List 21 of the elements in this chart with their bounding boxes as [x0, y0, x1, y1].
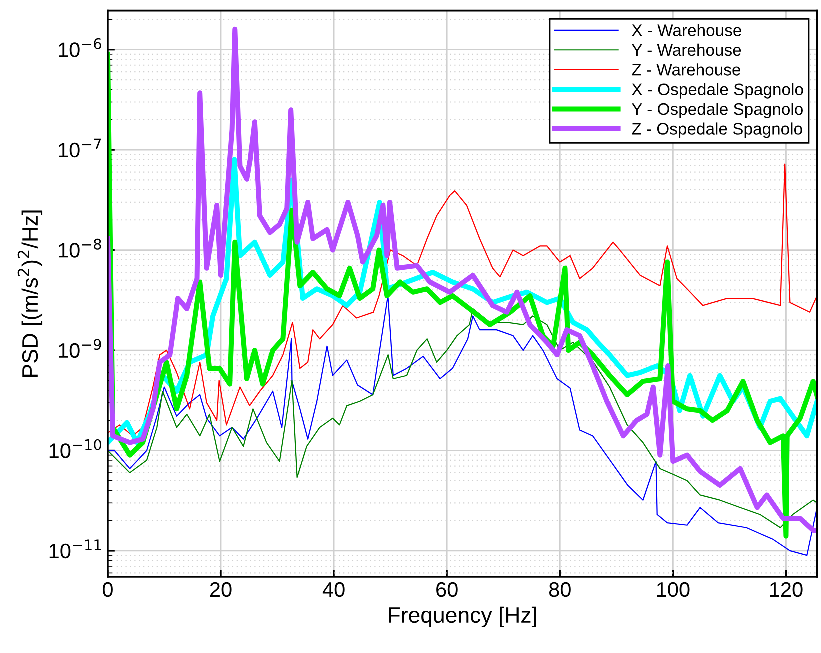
- y-axis-title: PSD [(m/s$^{2}$)$^{2}$/Hz]: [18, 210, 43, 377]
- y-tick-label: 10$^{−9}$: [59, 339, 102, 358]
- y-tick-label: 10$^{−10}$: [50, 439, 102, 458]
- x-axis-title: Frequency [Hz]: [389, 606, 536, 628]
- legend-label: Z - Warehouse: [632, 64, 740, 76]
- legend-label: Z - Ospedale Spagnolo: [632, 122, 802, 138]
- x-tick-label: 60: [436, 582, 458, 598]
- legend-label: X - Ospedale Spagnolo: [632, 83, 804, 99]
- x-tick-label: 0: [102, 582, 113, 598]
- x-tick-label: 40: [322, 582, 345, 598]
- y-tick-label: 10$^{−7}$: [59, 138, 102, 158]
- x-tick-label: 100: [657, 582, 690, 598]
- y-tick-label: 10$^{−8}$: [59, 238, 102, 258]
- y-tick-label: 10$^{−6}$: [59, 38, 102, 58]
- x-tick-label: 120: [770, 582, 803, 598]
- x-tick-label: 20: [210, 582, 232, 598]
- legend-label: Y - Warehouse: [632, 44, 742, 56]
- x-tick-label: 80: [549, 582, 571, 598]
- legend-label: X - Warehouse: [632, 24, 742, 36]
- legend-label: Y - Ospedale Spagnolo: [632, 102, 803, 119]
- y-tick-label: 10$^{−11}$: [50, 540, 102, 559]
